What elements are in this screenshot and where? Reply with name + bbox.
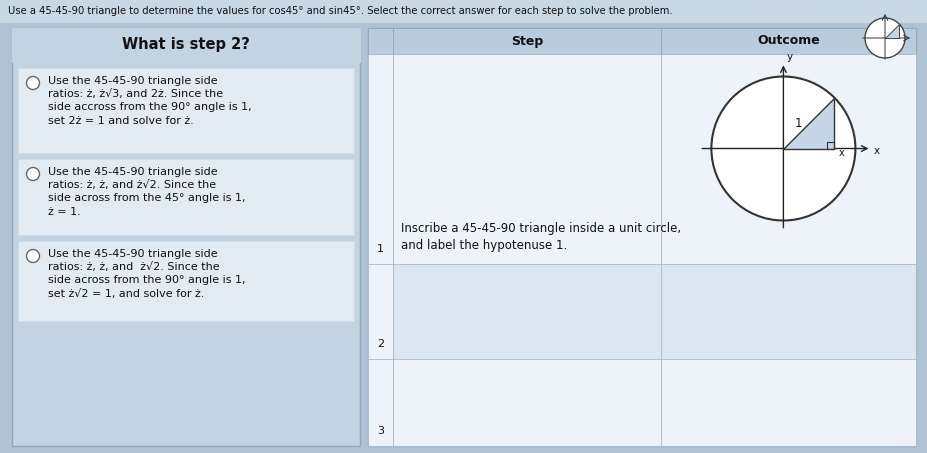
Circle shape: [711, 77, 855, 221]
Text: Step: Step: [511, 34, 542, 48]
Bar: [392, 54, 660, 264]
Bar: [18, 68, 353, 153]
Bar: [660, 264, 915, 359]
Bar: [368, 54, 392, 264]
Text: Use the 45-45-90 triangle side
ratios: ż, ż, and  ż√2. Since the
side across fro: Use the 45-45-90 triangle side ratios: ż…: [48, 249, 246, 299]
Text: x: x: [872, 146, 879, 156]
Text: Use the 45-45-90 triangle side
ratios: ż, ż, and ż√2. Since the
side across from: Use the 45-45-90 triangle side ratios: ż…: [48, 167, 246, 217]
Text: Inscribe a 45-45-90 triangle inside a unit circle,
and label the hypotenuse 1.: Inscribe a 45-45-90 triangle inside a un…: [400, 222, 680, 252]
Bar: [368, 28, 915, 54]
Circle shape: [864, 18, 904, 58]
Text: 3: 3: [376, 426, 384, 436]
Bar: [0, 0, 927, 22]
Circle shape: [27, 77, 40, 90]
Bar: [368, 264, 392, 359]
Bar: [18, 159, 353, 235]
Text: What is step 2?: What is step 2?: [122, 38, 249, 53]
Circle shape: [27, 168, 40, 180]
Bar: [368, 359, 392, 446]
Bar: [660, 54, 915, 264]
Polygon shape: [884, 24, 898, 38]
Text: y: y: [785, 53, 792, 63]
Bar: [392, 264, 660, 359]
Text: 1: 1: [794, 116, 802, 130]
Bar: [12, 28, 360, 446]
Text: Use the 45-45-90 triangle side
ratios: ż, ż√3, and 2ż. Since the
side accross fr: Use the 45-45-90 triangle side ratios: ż…: [48, 76, 251, 125]
Bar: [660, 359, 915, 446]
Text: Outcome: Outcome: [756, 34, 819, 48]
Bar: [18, 241, 353, 321]
Bar: [12, 28, 360, 62]
Bar: [368, 28, 915, 446]
Circle shape: [27, 250, 40, 262]
Text: 1: 1: [376, 244, 384, 254]
Polygon shape: [782, 97, 833, 149]
Bar: [392, 359, 660, 446]
Text: 2: 2: [376, 339, 384, 349]
Text: Use a 45-45-90 triangle to determine the values for cos45° and sin45°. Select th: Use a 45-45-90 triangle to determine the…: [8, 6, 672, 16]
Text: x: x: [837, 149, 844, 159]
